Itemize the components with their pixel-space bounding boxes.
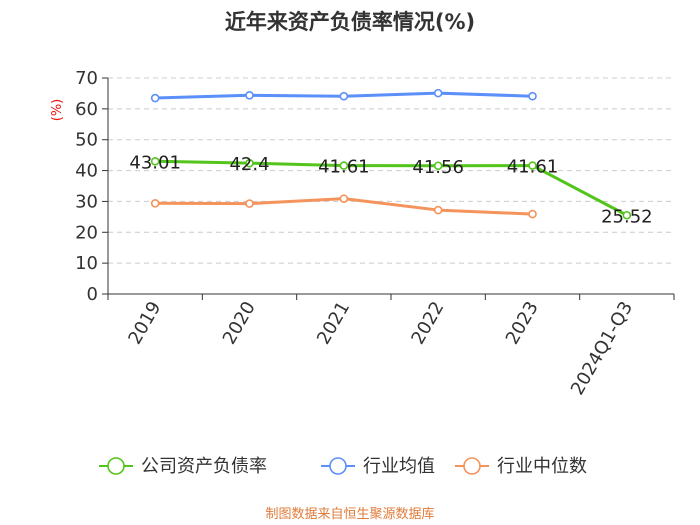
legend-label: 行业均值 [363, 456, 435, 477]
data-label: 42.4 [229, 154, 269, 175]
data-label: 41.56 [412, 157, 464, 178]
series-point [150, 93, 160, 103]
x-tick-label: 2022 [407, 298, 448, 348]
series-line [155, 159, 628, 217]
axes: 0 10 20 30 40 50 60 70 2019 2020 2021 2022 2023 2024Q… [75, 68, 675, 399]
series-group [150, 88, 632, 220]
chart-title: 近年来资产负债率情况(%) [225, 10, 475, 34]
data-label: 43.01 [129, 152, 181, 173]
y-axis-unit: (%) [50, 99, 65, 122]
data-label: 41.61 [318, 157, 370, 178]
data-labels: 43.01 42.4 41.61 41.56 41.61 25.52 [129, 152, 652, 227]
y-tick-label: 20 [75, 222, 98, 243]
series-point [339, 91, 349, 101]
legend-marker [463, 457, 481, 475]
series-point [245, 90, 254, 100]
x-tick-label: 2023 [502, 298, 543, 348]
legend-label: 公司资产负债率 [141, 456, 267, 477]
y-tick-label: 30 [75, 191, 98, 212]
legend-marker [107, 457, 125, 475]
series-point [245, 158, 254, 168]
x-tick-label: 2021 [313, 298, 354, 348]
x-tick-label: 2020 [219, 298, 260, 348]
data-label: 41.61 [507, 157, 559, 178]
series-point [528, 91, 537, 101]
series-point [528, 209, 537, 219]
series-point [150, 156, 160, 166]
series-point [245, 199, 254, 208]
series-point [622, 210, 632, 220]
y-tick-label: 60 [75, 99, 98, 120]
series-point [150, 198, 160, 208]
y-tick-label: 70 [75, 68, 98, 89]
data-label: 25.52 [601, 206, 653, 227]
y-tick-label: 40 [75, 161, 98, 182]
series-point [339, 161, 349, 170]
grid-lines [108, 77, 674, 264]
series-point [433, 88, 443, 98]
series-point [433, 205, 443, 215]
x-tick-label: 2024Q1-Q3 [567, 298, 637, 399]
y-tick-label: 10 [75, 253, 98, 274]
y-tick-label: 50 [75, 130, 98, 151]
legend-marker [329, 457, 347, 475]
series-point [433, 161, 443, 171]
source-note: 制图数据来自恒生聚源数据库 [265, 506, 434, 522]
series-point [528, 161, 537, 170]
x-tick-label: 2019 [124, 298, 165, 348]
series-point [339, 194, 349, 203]
y-tick-label: 0 [87, 284, 98, 305]
legend-label: 行业中位数 [497, 456, 587, 477]
legend: 公司资产负债率 行业均值 行业中位数 [99, 456, 587, 477]
